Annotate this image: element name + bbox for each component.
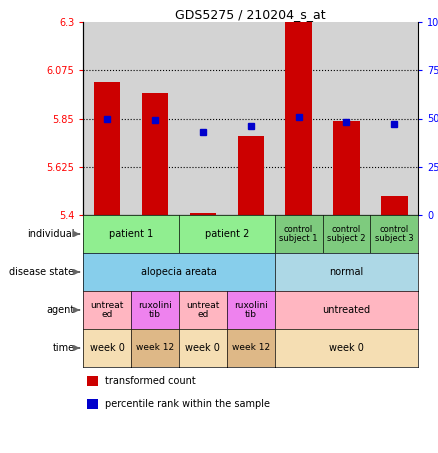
FancyBboxPatch shape <box>87 376 98 386</box>
Bar <box>237 135 264 215</box>
Text: untreat
ed: untreat ed <box>186 301 219 319</box>
Text: percentile rank within the sample: percentile rank within the sample <box>105 399 270 409</box>
Text: ruxolini
tib: ruxolini tib <box>138 301 172 319</box>
Bar <box>190 213 216 215</box>
Text: control
subject 2: control subject 2 <box>327 225 366 243</box>
Text: individual: individual <box>27 229 74 239</box>
Bar <box>142 93 168 215</box>
Bar <box>333 120 360 215</box>
Text: transformed count: transformed count <box>105 376 196 386</box>
Title: GDS5275 / 210204_s_at: GDS5275 / 210204_s_at <box>176 8 326 21</box>
Text: week 0: week 0 <box>90 343 124 353</box>
Text: week 0: week 0 <box>329 343 364 353</box>
Text: ruxolini
tib: ruxolini tib <box>234 301 268 319</box>
Text: time: time <box>53 343 74 353</box>
Text: alopecia areata: alopecia areata <box>141 267 217 277</box>
Text: control
subject 1: control subject 1 <box>279 225 318 243</box>
Text: week 0: week 0 <box>185 343 220 353</box>
Text: patient 2: patient 2 <box>205 229 249 239</box>
Text: patient 1: patient 1 <box>109 229 153 239</box>
Text: control
subject 3: control subject 3 <box>375 225 413 243</box>
Text: disease state: disease state <box>10 267 74 277</box>
Bar <box>286 22 312 215</box>
Text: week 12: week 12 <box>136 343 174 352</box>
Bar <box>381 196 407 215</box>
Text: untreat
ed: untreat ed <box>91 301 124 319</box>
Text: agent: agent <box>46 305 74 315</box>
Text: untreated: untreated <box>322 305 371 315</box>
FancyBboxPatch shape <box>87 399 98 409</box>
Text: normal: normal <box>329 267 364 277</box>
Bar <box>94 82 120 215</box>
Text: week 12: week 12 <box>232 343 270 352</box>
